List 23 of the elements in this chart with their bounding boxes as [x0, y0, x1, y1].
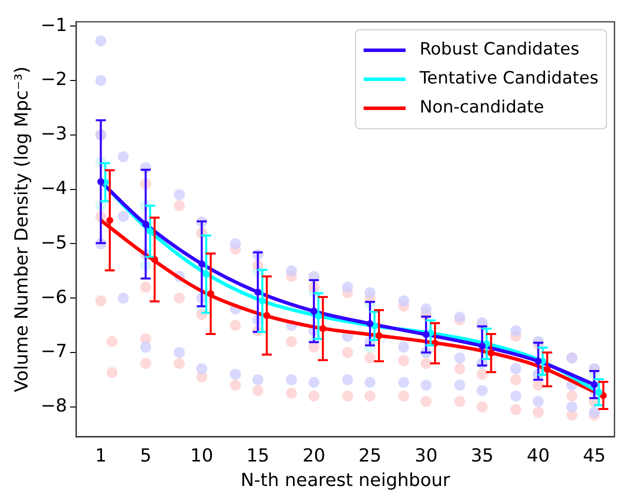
y-tick-label: −7: [40, 341, 68, 362]
y-tick-label: −1: [40, 14, 68, 36]
y-axis-title: Volume Number Density (log Mpc⁻³): [11, 66, 32, 392]
x-axis-title: N-th nearest neighbour: [240, 470, 451, 491]
x-tick-label: 15: [246, 445, 270, 466]
x-tick-label: 20: [302, 445, 326, 466]
y-tick-label: −8: [40, 396, 68, 417]
x-tick-label: 25: [358, 445, 382, 466]
legend-label: Robust Candidates: [420, 40, 580, 60]
x-tick-label: 1: [95, 445, 107, 466]
x-tick-label: 10: [190, 445, 214, 466]
x-tick-label: 30: [414, 445, 438, 466]
y-tick-label: −2: [40, 69, 68, 90]
x-tick-label: 5: [140, 445, 152, 466]
legend-label: Non-candidate: [420, 98, 544, 118]
x-tick-label: 40: [526, 445, 550, 466]
y-tick-label: −4: [40, 178, 68, 199]
y-tick-label: −6: [40, 286, 68, 308]
x-tick-label: 35: [470, 445, 494, 466]
y-tick-label: −3: [40, 124, 68, 145]
y-tick-label: −5: [40, 232, 68, 254]
legend-label: Tentative Candidates: [418, 68, 599, 89]
x-tick-label: 45: [582, 445, 606, 466]
